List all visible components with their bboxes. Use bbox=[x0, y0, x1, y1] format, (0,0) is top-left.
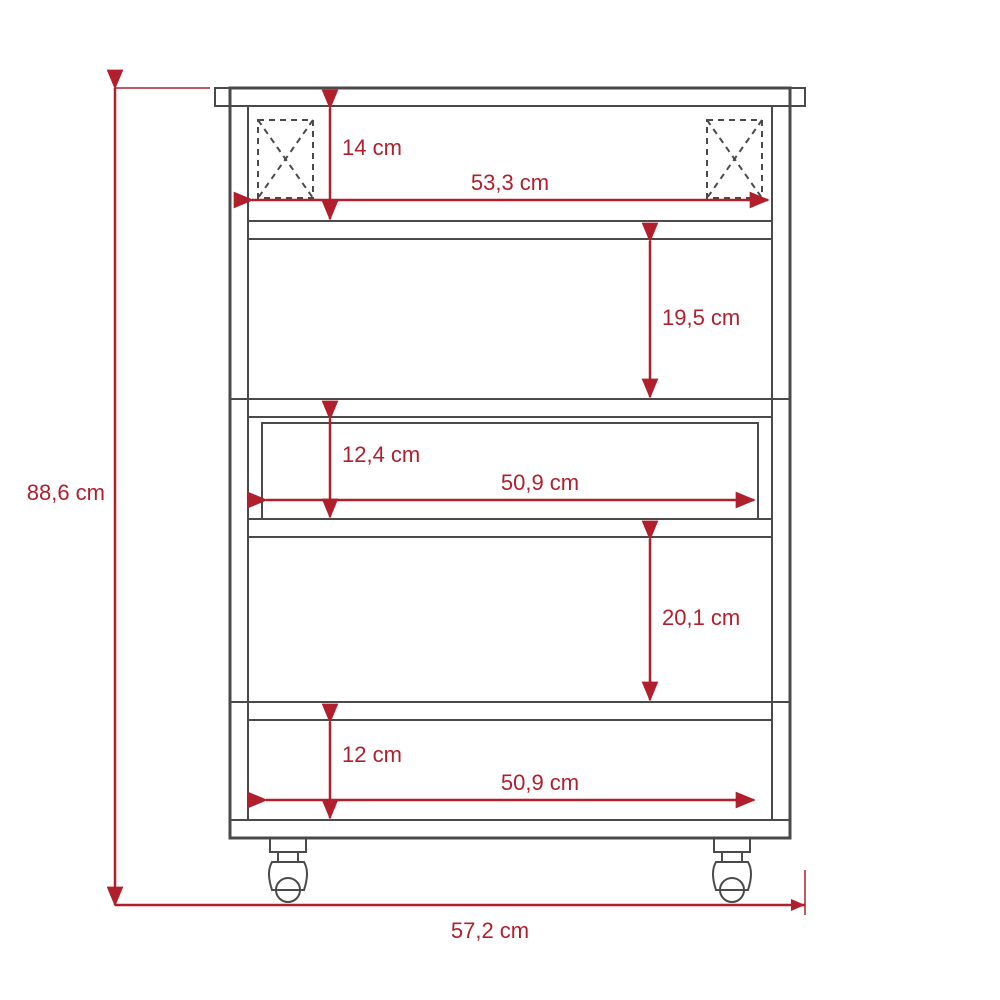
dim-201cm: 20,1 cm bbox=[650, 539, 740, 700]
label-12cm: 12 cm bbox=[342, 742, 402, 767]
label-509cm-a: 50,9 cm bbox=[501, 470, 579, 495]
overall-width-label: 57,2 cm bbox=[451, 918, 529, 943]
label-124cm: 12,4 cm bbox=[342, 442, 420, 467]
label-533cm: 53,3 cm bbox=[471, 170, 549, 195]
overall-height-dim: 88,6 cm bbox=[27, 88, 210, 905]
label-195cm: 19,5 cm bbox=[662, 305, 740, 330]
label-201cm: 20,1 cm bbox=[662, 605, 740, 630]
caster-right bbox=[713, 838, 751, 902]
label-509cm-b: 50,9 cm bbox=[501, 770, 579, 795]
dimension-diagram: 88,6 cm 57,2 cm bbox=[0, 0, 1000, 1000]
dim-509cm-a: 50,9 cm bbox=[266, 470, 754, 500]
dim-14cm: 14 cm bbox=[330, 108, 402, 219]
dim-124cm: 12,4 cm bbox=[330, 419, 420, 517]
overall-width-dim: 57,2 cm bbox=[115, 870, 805, 943]
dim-195cm: 19,5 cm bbox=[650, 241, 740, 397]
dim-12cm: 12 cm bbox=[330, 722, 402, 818]
label-14cm: 14 cm bbox=[342, 135, 402, 160]
dim-509cm-b: 50,9 cm bbox=[266, 770, 754, 800]
overall-height-label: 88,6 cm bbox=[27, 480, 105, 505]
caster-left bbox=[269, 838, 307, 902]
